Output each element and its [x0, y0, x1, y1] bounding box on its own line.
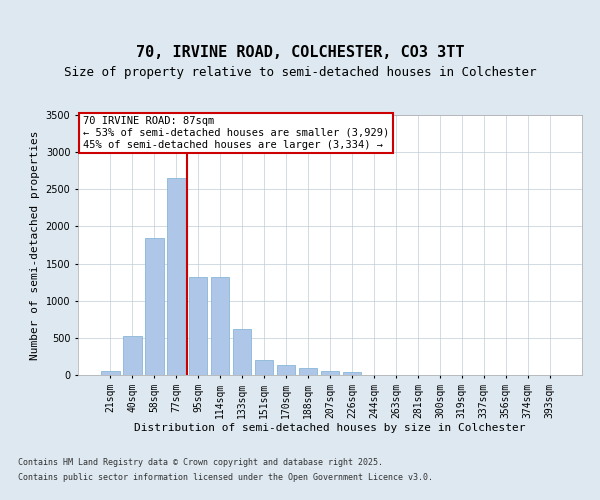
Y-axis label: Number of semi-detached properties: Number of semi-detached properties — [30, 130, 40, 360]
Text: 70, IRVINE ROAD, COLCHESTER, CO3 3TT: 70, IRVINE ROAD, COLCHESTER, CO3 3TT — [136, 45, 464, 60]
Bar — [320, 372, 340, 375]
X-axis label: Distribution of semi-detached houses by size in Colchester: Distribution of semi-detached houses by … — [134, 424, 526, 434]
Text: Contains HM Land Registry data © Crown copyright and database right 2025.: Contains HM Land Registry data © Crown c… — [18, 458, 383, 467]
Bar — [255, 360, 274, 375]
Bar — [277, 366, 295, 375]
Bar — [123, 336, 142, 375]
Bar — [233, 329, 251, 375]
Bar — [299, 368, 317, 375]
Bar — [189, 277, 208, 375]
Text: Contains public sector information licensed under the Open Government Licence v3: Contains public sector information licen… — [18, 473, 433, 482]
Text: 70 IRVINE ROAD: 87sqm
← 53% of semi-detached houses are smaller (3,929)
45% of s: 70 IRVINE ROAD: 87sqm ← 53% of semi-deta… — [83, 116, 389, 150]
Bar — [211, 277, 229, 375]
Text: Size of property relative to semi-detached houses in Colchester: Size of property relative to semi-detach… — [64, 66, 536, 79]
Bar — [343, 372, 361, 375]
Bar — [101, 370, 119, 375]
Bar — [167, 178, 185, 375]
Bar — [145, 238, 164, 375]
